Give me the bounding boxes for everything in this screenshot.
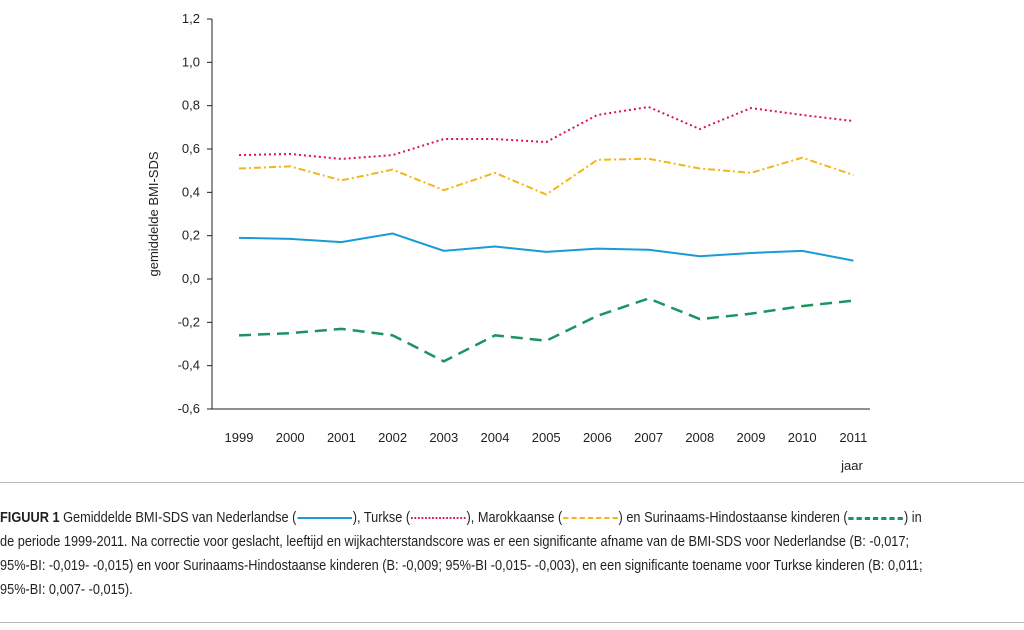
x-tick-label: 2001 <box>327 430 356 445</box>
x-tick-label: 2000 <box>276 430 305 445</box>
caption-text: ) in <box>903 510 922 526</box>
legend-swatch-nederlandse <box>297 517 352 520</box>
figure-label: FIGUUR 1 <box>0 510 60 526</box>
legend-swatch-turkse <box>411 517 466 520</box>
x-tick-label: 2010 <box>788 430 817 445</box>
figure-caption: FIGUUR 1 Gemiddelde BMI-SDS van Nederland… <box>0 506 1003 602</box>
caption-text: Gemiddelde BMI-SDS van Nederlandse ( <box>63 510 297 526</box>
legend-swatch-marokkaanse <box>563 517 618 520</box>
caption-text: ), Turkse ( <box>352 510 411 526</box>
x-axis-label: jaar <box>840 458 863 473</box>
x-tick-label: 2002 <box>378 430 407 445</box>
x-tick-label: 2009 <box>737 430 766 445</box>
legend-swatch-surinaams <box>848 516 904 520</box>
y-tick-label: -0,2 <box>178 314 200 329</box>
x-tick-label: 1999 <box>225 430 254 445</box>
x-tick-label: 2011 <box>839 430 867 445</box>
caption-line: 95%-BI: -0,019- -0,015) en voor Surinaam… <box>0 558 923 574</box>
y-tick-label: 0,6 <box>182 141 200 156</box>
series-line-surinaams <box>238 297 854 363</box>
y-tick-label: 1,0 <box>182 54 200 69</box>
x-tick-label: 2008 <box>685 430 714 445</box>
x-tick-label: 2003 <box>429 430 458 445</box>
y-tick-label: 0,2 <box>182 228 200 243</box>
series-line-marokkaanse <box>238 156 854 196</box>
caption-text: ), Marokkaanse ( <box>466 510 563 526</box>
x-tick-label: 2007 <box>634 430 663 445</box>
x-tick-label: 2004 <box>481 430 510 445</box>
y-tick-label: 1,2 <box>182 11 200 26</box>
y-tick-label: 0,8 <box>182 98 200 113</box>
y-tick-label: 0,0 <box>182 271 200 286</box>
y-tick-label: -0,6 <box>178 401 200 416</box>
series-line-nederlandse <box>238 232 854 262</box>
y-tick-label: 0,4 <box>182 184 200 199</box>
caption-line: de periode 1999-2011. Na correctie voor … <box>0 534 910 550</box>
caption-text: ) en Surinaams-Hindostaanse kinderen ( <box>618 510 848 526</box>
line-chart: -0,6 -0,4 -0,2 0,0 0,2 0,4 0,6 0,8 1,0 1,2 1999 200… <box>146 11 870 473</box>
caption-top-rule <box>0 482 1024 483</box>
caption-bottom-rule <box>0 622 1024 623</box>
y-axis-label: gemiddelde BMI-SDS <box>146 151 161 276</box>
y-tick-label: -0,4 <box>178 358 200 373</box>
caption-line: 95%-BI: 0,007- -0,015). <box>0 582 133 598</box>
x-tick-label: 2005 <box>532 430 561 445</box>
series-line-turkse <box>238 105 854 160</box>
x-tick-label: 2006 <box>583 430 612 445</box>
